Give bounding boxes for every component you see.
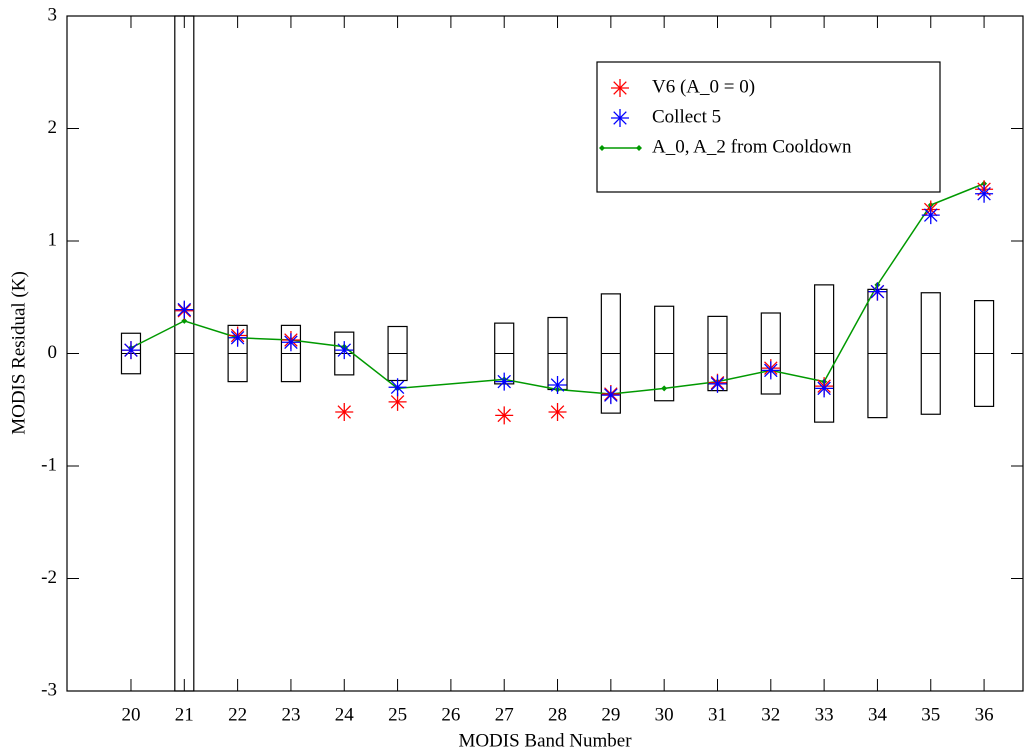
data-point <box>975 184 994 203</box>
data-point <box>868 282 887 301</box>
x-tick-label: 30 <box>655 704 674 725</box>
x-tick-label: 21 <box>175 704 194 725</box>
data-point <box>335 341 354 360</box>
x-tick-label: 24 <box>335 704 355 725</box>
data-point <box>228 328 247 347</box>
legend-marker <box>611 109 629 127</box>
data-point <box>335 403 354 421</box>
x-tick-label: 34 <box>868 704 888 725</box>
line-marker <box>599 145 605 151</box>
data-point <box>601 386 620 405</box>
y-tick-label: -2 <box>41 567 57 588</box>
data-point <box>815 379 834 398</box>
x-tick-label: 28 <box>548 704 567 725</box>
data-point <box>708 374 727 393</box>
x-tick-label: 25 <box>388 704 407 725</box>
data-point <box>548 403 567 421</box>
line-marker <box>636 145 642 151</box>
y-tick-label: 2 <box>48 117 58 138</box>
legend-box <box>596 61 941 193</box>
data-point <box>281 333 300 352</box>
y-tick-label: 0 <box>48 342 58 363</box>
data-point <box>921 206 940 225</box>
series-line <box>130 182 985 395</box>
x-tick-label: 27 <box>495 704 514 725</box>
x-tick-label: 35 <box>921 704 940 725</box>
legend-label: Collect 5 <box>652 106 721 127</box>
x-axis-label: MODIS Band Number <box>458 730 632 751</box>
legend-marker <box>611 79 629 97</box>
legend-label: V6 (A_0 = 0) <box>652 76 755 97</box>
x-tick-label: 33 <box>815 704 834 725</box>
y-tick-label: -1 <box>41 454 57 475</box>
x-tick-label: 20 <box>121 704 140 725</box>
y-axis-label: MODIS Residual (K) <box>8 271 29 435</box>
data-point <box>175 300 194 319</box>
x-tick-label: 22 <box>228 704 247 725</box>
x-tick-label: 23 <box>281 704 300 725</box>
data-point <box>495 406 514 425</box>
y-tick-label: -3 <box>41 679 57 700</box>
data-point <box>548 376 567 394</box>
data-point <box>121 341 140 360</box>
x-tick-label: 26 <box>441 704 460 725</box>
x-tick-label: 31 <box>708 704 727 725</box>
legend-label: A_0, A_2 from Cooldown <box>652 136 852 157</box>
y-tick-label: 1 <box>48 229 58 250</box>
y-tick-label: 3 <box>48 4 58 25</box>
x-tick-label: 29 <box>601 704 620 725</box>
data-point <box>761 361 780 380</box>
line-marker <box>661 385 668 392</box>
x-tick-label: 32 <box>761 704 780 725</box>
x-tick-label: 36 <box>975 704 994 725</box>
line-marker <box>181 317 188 324</box>
data-point <box>388 378 407 397</box>
data-point <box>495 372 514 391</box>
